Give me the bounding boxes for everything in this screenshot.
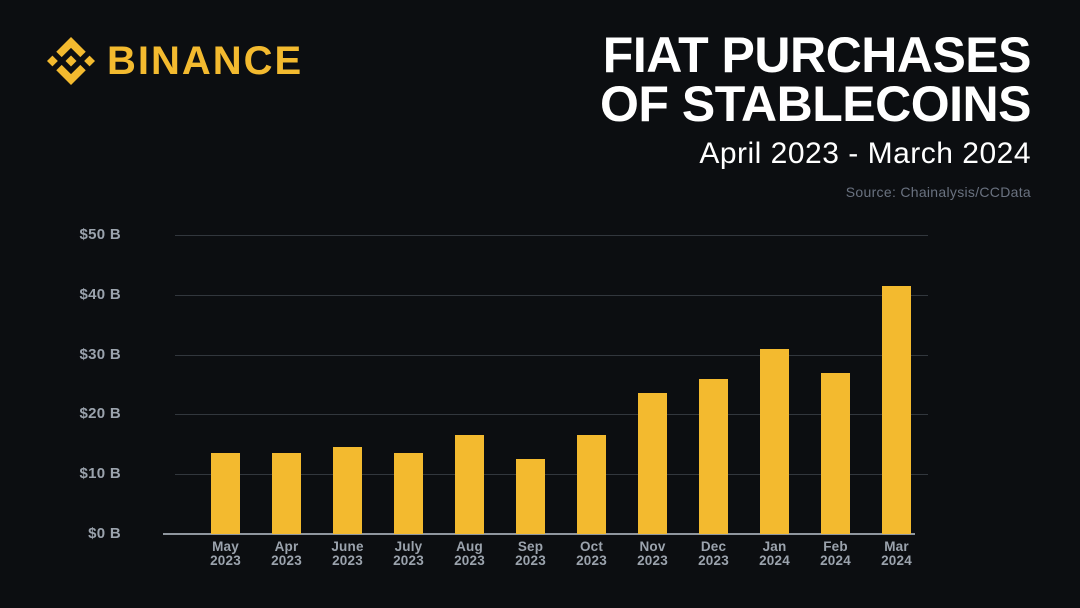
- x-axis-tick-label: Jan 2024: [744, 539, 806, 568]
- x-tick-month: Jan: [762, 539, 787, 554]
- bar-feb-2024: [821, 372, 850, 534]
- x-tick-year: 2023: [271, 553, 302, 568]
- x-tick-year: 2023: [698, 553, 729, 568]
- y-axis-tick-label: $0 B: [88, 525, 121, 542]
- bar-nov-2023: [638, 393, 667, 534]
- x-tick-year: 2023: [454, 553, 485, 568]
- gridline-30: [175, 355, 928, 356]
- y-axis-tick-label: $20 B: [79, 405, 121, 422]
- binance-logo-icon: [47, 37, 95, 85]
- x-axis-tick-label: May 2023: [195, 539, 257, 568]
- bar-apr-2023: [272, 453, 301, 534]
- x-tick-year: 2024: [820, 553, 851, 568]
- x-tick-month: July: [394, 539, 423, 554]
- bar-oct-2023: [577, 435, 606, 534]
- bar-may-2023: [211, 453, 240, 534]
- gridline-10: [175, 474, 928, 475]
- x-tick-month: Feb: [823, 539, 848, 554]
- x-tick-month: Apr: [274, 539, 299, 554]
- y-axis-tick-label: $40 B: [79, 286, 121, 303]
- date-range-subtitle: April 2023 - March 2024: [699, 137, 1031, 170]
- x-axis-tick-label: July 2023: [378, 539, 440, 568]
- x-tick-month: Dec: [700, 539, 727, 554]
- x-tick-year: 2023: [637, 553, 668, 568]
- title-block: FIAT PURCHASES OF STABLECOINS April 2023…: [600, 27, 1032, 200]
- x-tick-month: Aug: [456, 539, 483, 554]
- x-tick-year: 2023: [515, 553, 546, 568]
- x-axis-tick-label: Aug 2023: [439, 539, 501, 568]
- x-tick-month: Sep: [517, 539, 544, 554]
- x-tick-year: 2023: [576, 553, 607, 568]
- x-tick-month: Oct: [579, 539, 604, 554]
- brand-wordmark: BINANCE: [107, 39, 304, 83]
- page-title-line-2: OF STABLECOINS: [600, 76, 1031, 132]
- y-axis-tick-label: $10 B: [79, 465, 121, 482]
- bar-july-2023: [394, 453, 423, 534]
- y-axis-tick-label: $50 B: [79, 226, 121, 243]
- x-axis-tick-label: Apr 2023: [256, 539, 318, 568]
- x-tick-year: 2023: [210, 553, 241, 568]
- x-tick-year: 2023: [393, 553, 424, 568]
- bar-sep-2023: [516, 459, 545, 534]
- bar-dec-2023: [699, 378, 728, 534]
- gridline-40: [175, 295, 928, 296]
- x-axis-tick-label: Dec 2023: [683, 539, 745, 568]
- x-tick-year: 2023: [332, 553, 363, 568]
- x-axis-tick-label: Oct 2023: [561, 539, 623, 568]
- bar-aug-2023: [455, 435, 484, 534]
- x-tick-year: 2024: [881, 553, 912, 568]
- x-axis-tick-label: Nov 2023: [622, 539, 684, 568]
- y-axis-tick-label: $30 B: [79, 346, 121, 363]
- bar-mar-2024: [882, 285, 911, 534]
- x-tick-month: Nov: [639, 539, 666, 554]
- x-tick-month: June: [331, 539, 364, 554]
- x-tick-month: May: [212, 539, 239, 554]
- bar-jan-2024: [760, 348, 789, 534]
- x-tick-month: Mar: [884, 539, 909, 554]
- x-axis-line: [163, 533, 915, 535]
- x-tick-year: 2024: [759, 553, 790, 568]
- x-axis-tick-label: Mar 2024: [866, 539, 928, 568]
- x-axis-tick-label: Sep 2023: [500, 539, 562, 568]
- page-title-line-1: FIAT PURCHASES: [602, 27, 1032, 83]
- brand-header: BINANCE: [47, 37, 303, 85]
- x-axis-tick-label: June 2023: [317, 539, 379, 568]
- source-credit: Source: Chainalysis/CCData: [845, 184, 1031, 200]
- bar-june-2023: [333, 447, 362, 534]
- x-axis-tick-label: Feb 2024: [805, 539, 867, 568]
- gridline-20: [175, 414, 928, 415]
- gridline-50: [175, 235, 928, 236]
